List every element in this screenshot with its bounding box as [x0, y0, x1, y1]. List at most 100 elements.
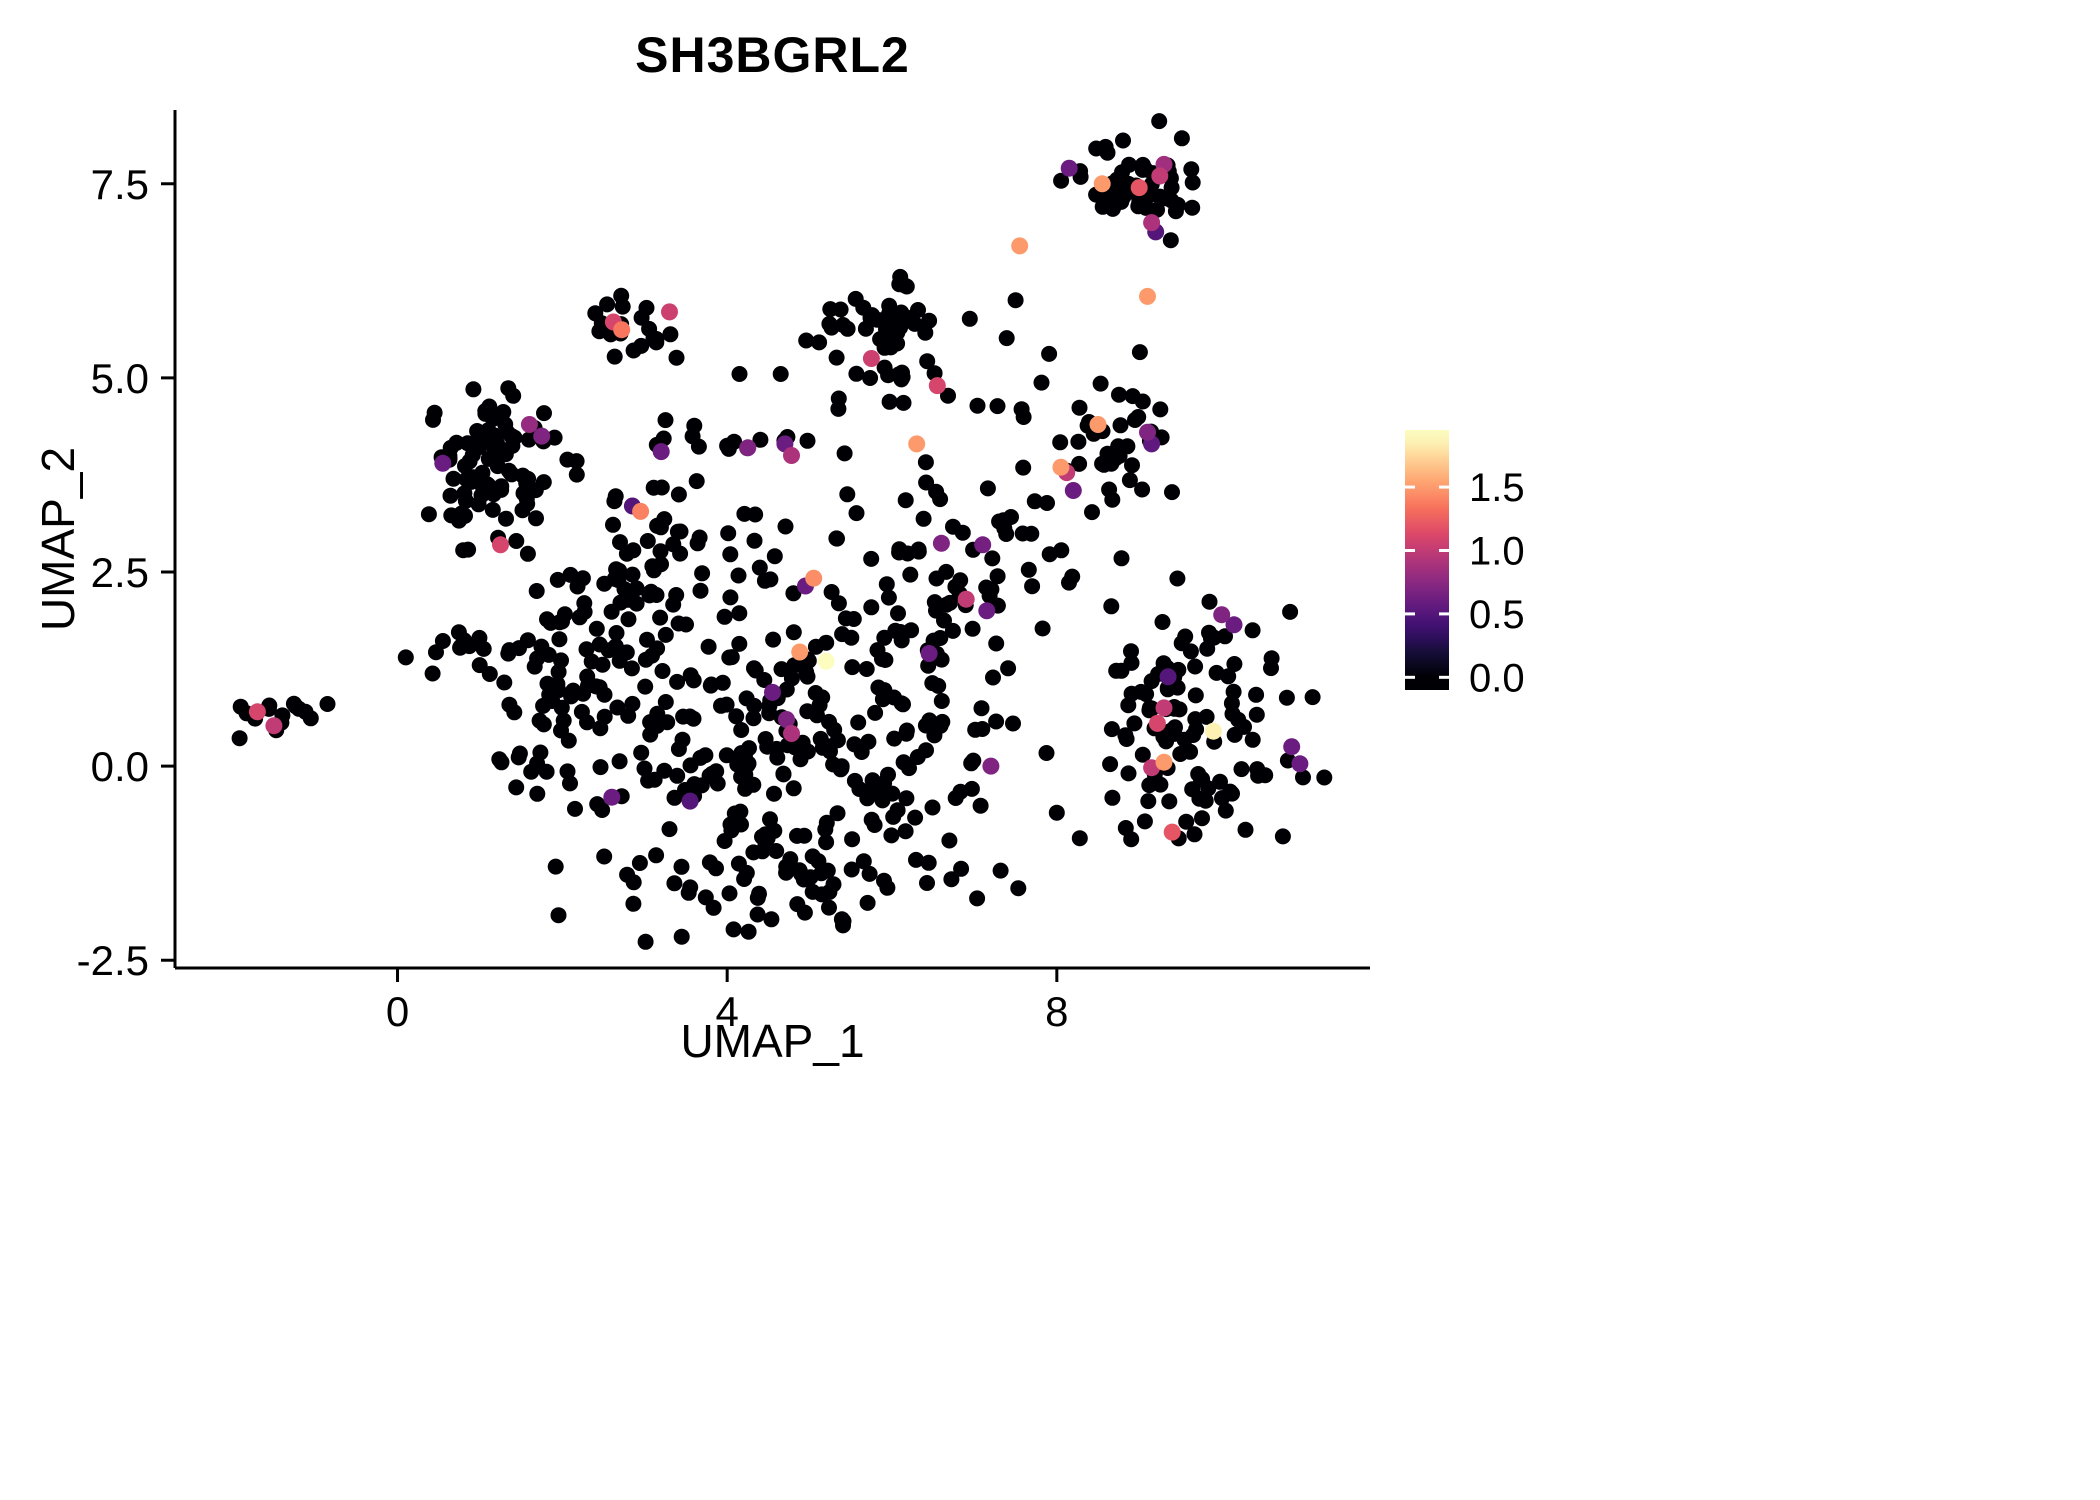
cell-point — [1097, 138, 1114, 155]
cell-point — [985, 669, 1001, 686]
cell-point — [1169, 196, 1186, 213]
cell-point — [705, 899, 722, 916]
cell-point — [802, 869, 819, 886]
cell-point — [1039, 495, 1055, 511]
colorbar-tick-label: 0.5 — [1469, 593, 1525, 637]
cell-point — [1071, 455, 1088, 472]
cell-point — [848, 365, 865, 382]
cell-point — [895, 394, 912, 411]
cell-point — [578, 641, 595, 658]
cell-point — [460, 541, 477, 558]
cell-point — [1110, 438, 1127, 455]
cell-point — [789, 896, 806, 913]
cell-point — [1151, 113, 1168, 130]
cell-point — [573, 703, 590, 720]
cell-point — [855, 853, 872, 870]
cell-point — [969, 890, 986, 907]
cell-point — [666, 789, 683, 806]
cell-point — [1186, 826, 1203, 843]
cell-point — [722, 589, 739, 606]
cell-point — [600, 642, 617, 659]
y-tick-label: 5.0 — [91, 355, 149, 402]
cell-point — [549, 571, 566, 588]
cell-point — [749, 906, 766, 923]
cell-point — [665, 536, 682, 553]
cell-point — [1250, 767, 1267, 784]
cell-point — [890, 605, 906, 622]
cell-point — [607, 488, 624, 505]
cell-point — [821, 899, 837, 916]
cell-point — [1123, 685, 1140, 702]
cell-point — [633, 309, 650, 326]
cell-point — [991, 513, 1008, 530]
cell-point — [547, 858, 564, 875]
cell-point — [1134, 161, 1151, 178]
cell-point — [828, 349, 845, 366]
cell-point — [978, 579, 995, 596]
cell-point — [452, 639, 469, 656]
cell-point — [1233, 761, 1250, 778]
cell-point — [892, 268, 909, 285]
cell-point — [733, 722, 750, 738]
cell-point-expressing — [928, 377, 946, 395]
x-tick-label: 0 — [386, 988, 409, 1035]
cell-point — [846, 736, 863, 753]
cell-point — [1183, 161, 1200, 178]
cell-point — [736, 871, 753, 887]
cell-point — [652, 609, 669, 626]
cell-point — [1217, 802, 1234, 819]
cell-point — [1198, 708, 1215, 725]
cell-point-expressing — [1204, 722, 1222, 740]
cell-point — [648, 331, 665, 347]
cell-point — [722, 546, 739, 563]
cell-point-expressing — [920, 645, 938, 662]
cell-point — [920, 657, 937, 674]
cell-point — [656, 762, 673, 779]
cell-point — [623, 660, 640, 677]
cell-point — [785, 585, 802, 602]
cell-point — [1149, 201, 1165, 218]
cell-point — [864, 772, 881, 789]
cell-point — [668, 349, 685, 366]
cell-point — [319, 696, 336, 712]
cell-point — [1190, 766, 1207, 782]
cell-point — [609, 699, 626, 716]
cell-point-expressing — [1143, 214, 1161, 232]
colorbar-tick-label: 1.0 — [1469, 529, 1525, 573]
cell-point — [1156, 190, 1173, 207]
cell-point — [909, 749, 926, 765]
cell-point — [550, 907, 567, 924]
cell-point — [1113, 193, 1130, 210]
cell-point — [592, 759, 609, 776]
cell-point — [881, 297, 898, 314]
cell-point — [465, 381, 482, 398]
cell-point-expressing — [1148, 714, 1166, 732]
cell-point — [631, 855, 648, 871]
cell-point — [1152, 776, 1169, 793]
cell-point — [506, 704, 523, 721]
cell-point — [751, 559, 768, 576]
cell-point — [1194, 810, 1210, 827]
cell-point — [876, 359, 893, 376]
cell-point-expressing — [652, 443, 670, 461]
cell-point-expressing — [1139, 423, 1156, 441]
cell-point — [845, 611, 862, 627]
cell-point — [498, 510, 514, 527]
cell-point — [1118, 731, 1135, 747]
cell-point — [594, 656, 611, 673]
cell-point — [1295, 769, 1311, 786]
cell-point — [1177, 628, 1194, 645]
cell-point — [786, 657, 803, 674]
cell-point — [608, 625, 625, 641]
cell-point-expressing — [265, 717, 283, 735]
cell-point — [518, 490, 535, 507]
cell-point — [731, 635, 748, 652]
cell-point — [796, 827, 813, 844]
cell-point — [1161, 793, 1178, 810]
cell-point — [979, 480, 996, 497]
y-tick-label: 2.5 — [91, 549, 149, 596]
cell-point — [716, 833, 733, 849]
cell-point — [497, 446, 514, 463]
cell-point-expressing — [1155, 699, 1173, 717]
